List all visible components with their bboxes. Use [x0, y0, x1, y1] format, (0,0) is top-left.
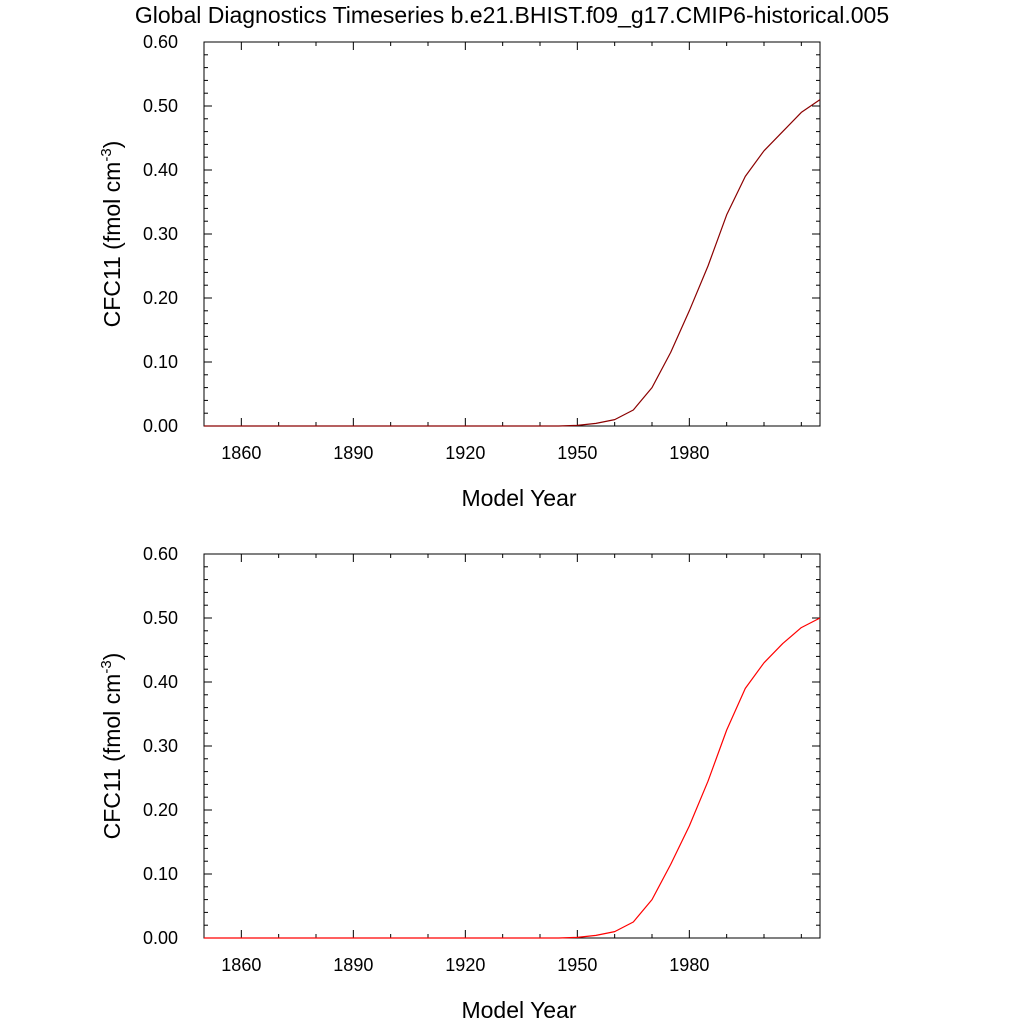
y-tick-label: 0.40 — [143, 160, 178, 180]
plot-frame — [203, 41, 821, 427]
plot-frame — [203, 553, 821, 939]
y-axis-label: CFC11 (fmol cm-3) — [98, 653, 125, 840]
x-tick-label: 1920 — [445, 955, 485, 975]
y-tick-label: 0.10 — [143, 352, 178, 372]
y-tick-label: 0.50 — [143, 608, 178, 628]
x-axis-label: Model Year — [461, 997, 576, 1023]
y-tick-label: 0.20 — [143, 288, 178, 308]
x-tick-label: 1980 — [669, 443, 709, 463]
y-tick-label: 0.30 — [143, 224, 178, 244]
y-tick-label: 0.00 — [143, 928, 178, 948]
y-tick-label: 0.50 — [143, 96, 178, 116]
y-tick-label: 0.30 — [143, 736, 178, 756]
x-tick-label: 1860 — [221, 443, 261, 463]
series-line-cfc11 — [204, 99, 821, 427]
y-tick-label: 0.20 — [143, 800, 178, 820]
x-axis-label: Model Year — [461, 485, 576, 511]
bottom-panel: 1860 1890 1920 1950 1980 0.00 0.10 0.20 0.30 0.40… — [98, 544, 821, 1023]
x-tick-label: 1950 — [557, 955, 597, 975]
y-tick-label: 0.60 — [143, 544, 178, 564]
x-tick-label: 1860 — [221, 955, 261, 975]
y-tick-label: 0.40 — [143, 672, 178, 692]
figure-title: Global Diagnostics Timeseries b.e21.BHIS… — [134, 2, 890, 28]
x-tick-label: 1890 — [333, 443, 373, 463]
y-tick-label: 0.60 — [143, 32, 178, 52]
series-line-cfc11 — [204, 617, 821, 939]
top-panel: 1860 1890 1920 1950 1980 0.00 0.10 0.20 0.30 0.40… — [98, 32, 821, 511]
y-axis-label: CFC11 (fmol cm-3) — [98, 141, 125, 328]
x-tick-label: 1890 — [333, 955, 373, 975]
x-tick-label: 1920 — [445, 443, 485, 463]
y-tick-label: 0.00 — [143, 416, 178, 436]
x-tick-label: 1980 — [669, 955, 709, 975]
y-tick-label: 0.10 — [143, 864, 178, 884]
x-tick-label: 1950 — [557, 443, 597, 463]
